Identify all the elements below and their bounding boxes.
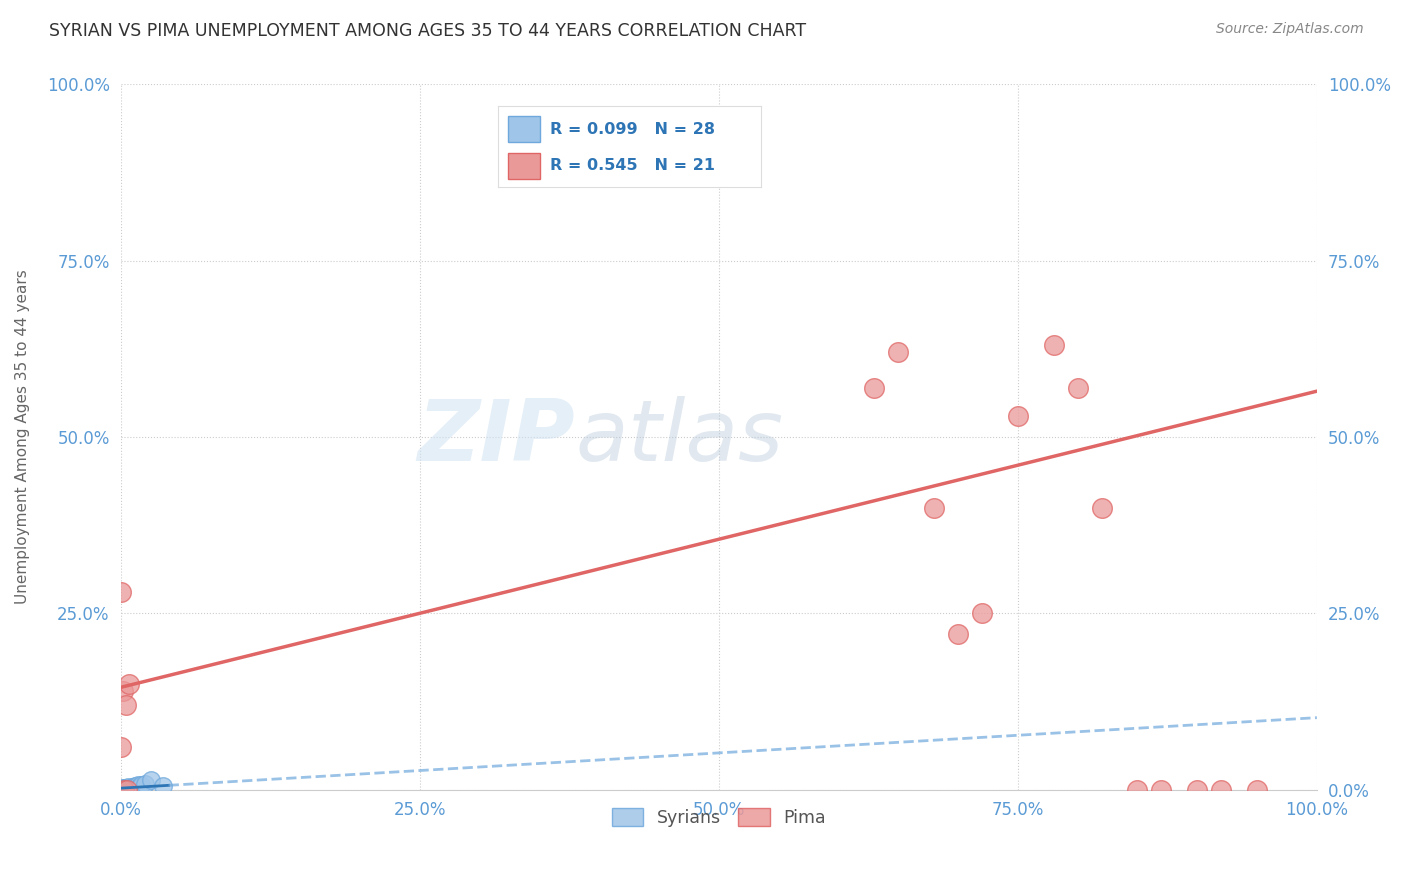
Point <box>110 781 132 796</box>
Point <box>127 778 149 792</box>
Point <box>121 780 143 795</box>
Point <box>922 500 945 515</box>
Point <box>112 781 135 796</box>
Point <box>946 627 969 641</box>
Text: atlas: atlas <box>575 395 783 478</box>
Point <box>139 773 162 788</box>
Point <box>115 781 138 796</box>
Point <box>887 345 910 359</box>
Point <box>110 782 132 797</box>
Point <box>1066 381 1088 395</box>
Point <box>125 780 148 795</box>
Point <box>110 740 132 755</box>
Point <box>118 677 141 691</box>
Text: ZIP: ZIP <box>418 395 575 478</box>
Point <box>117 780 139 795</box>
Point <box>1246 782 1268 797</box>
Text: SYRIAN VS PIMA UNEMPLOYMENT AMONG AGES 35 TO 44 YEARS CORRELATION CHART: SYRIAN VS PIMA UNEMPLOYMENT AMONG AGES 3… <box>49 22 806 40</box>
Text: Source: ZipAtlas.com: Source: ZipAtlas.com <box>1216 22 1364 37</box>
Point <box>110 585 132 599</box>
Point <box>1090 500 1112 515</box>
Y-axis label: Unemployment Among Ages 35 to 44 years: Unemployment Among Ages 35 to 44 years <box>15 269 30 605</box>
Point <box>152 779 174 793</box>
Point <box>110 781 132 796</box>
Point <box>134 777 156 791</box>
Point <box>121 780 143 794</box>
Point <box>1007 409 1029 423</box>
Point <box>1150 782 1173 797</box>
Point <box>115 782 138 797</box>
Point <box>114 781 136 796</box>
Point <box>112 782 135 797</box>
Point <box>970 607 993 621</box>
Point <box>114 698 136 712</box>
Point <box>1211 782 1233 797</box>
Point <box>112 781 135 796</box>
Point <box>118 781 141 796</box>
Point <box>128 780 150 794</box>
Point <box>112 683 135 698</box>
Point <box>110 782 132 797</box>
Point <box>124 779 146 793</box>
Point <box>120 781 142 796</box>
Point <box>1126 782 1149 797</box>
Point <box>863 381 886 395</box>
Legend: Syrians, Pima: Syrians, Pima <box>605 801 832 834</box>
Point <box>122 781 145 796</box>
Point <box>110 782 132 797</box>
Point <box>121 781 143 796</box>
Point <box>1187 782 1209 797</box>
Point <box>110 782 132 797</box>
Point <box>120 782 142 797</box>
Point <box>1042 338 1064 352</box>
Point <box>115 781 138 796</box>
Point <box>129 778 152 792</box>
Point <box>129 780 152 795</box>
